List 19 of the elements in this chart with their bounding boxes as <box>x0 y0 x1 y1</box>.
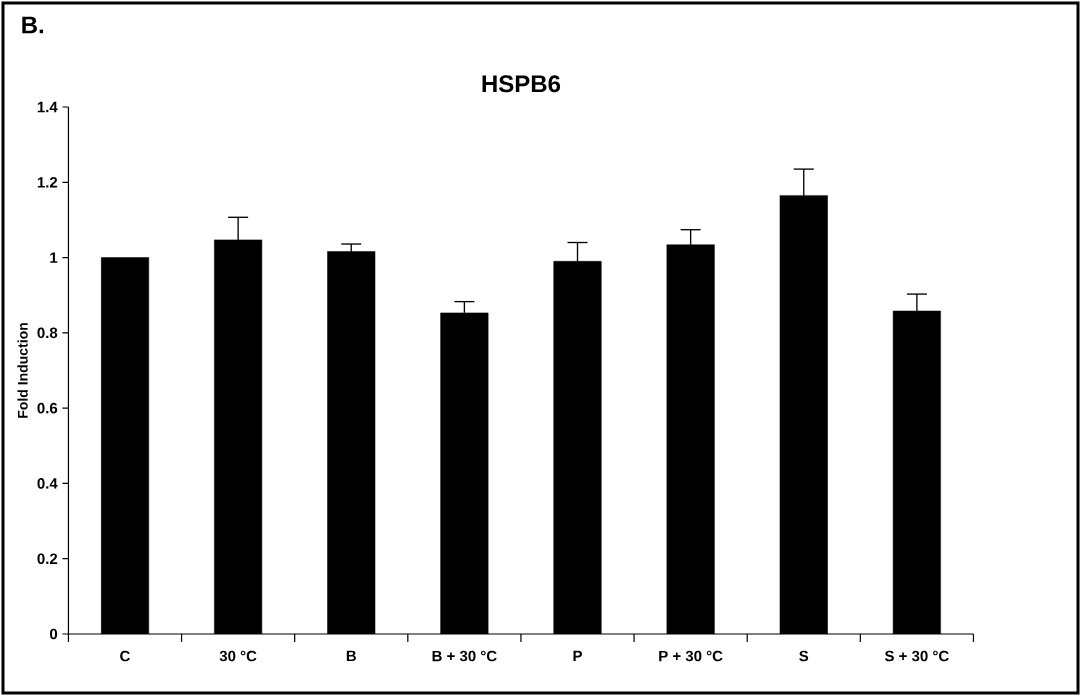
y-tick-label: 1 <box>50 252 58 263</box>
y-axis-title: Fold Induction <box>17 323 28 418</box>
chart-title: HSPB6 <box>482 75 561 93</box>
x-tick-label: P <box>573 650 582 662</box>
x-tick-label: B + 30 °C <box>432 650 497 662</box>
y-tick-label: 0.6 <box>37 402 58 414</box>
y-tick-label: 1.2 <box>37 177 58 188</box>
y-tick-label: 0.8 <box>37 327 58 339</box>
y-tick-label: 0.2 <box>37 553 58 565</box>
x-tick-label: 30 °C <box>219 650 257 662</box>
text: B. <box>22 16 44 34</box>
y-tick-label: 1.4 <box>37 101 58 113</box>
y-tick-label: 0 <box>49 628 58 640</box>
x-tick-label: B <box>346 650 356 662</box>
x-tick-label: S + 30 °C <box>884 650 949 662</box>
x-tick-label: S <box>799 650 809 662</box>
x-tick-label: C <box>120 650 130 662</box>
y-tick-label: 0.4 <box>37 478 58 489</box>
x-tick-label: P + 30 °C <box>659 650 723 662</box>
